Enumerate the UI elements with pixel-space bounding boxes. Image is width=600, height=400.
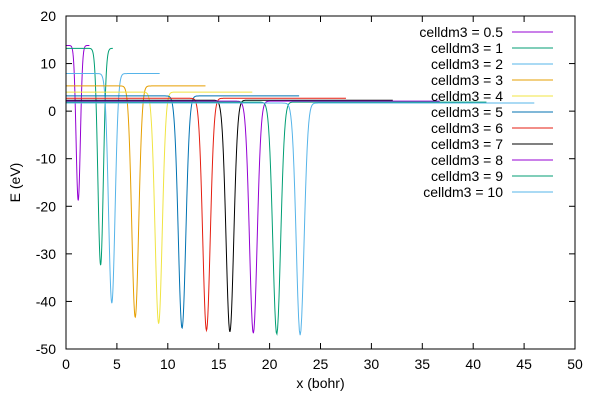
x-tick-label: 45 — [516, 356, 532, 372]
y-tick-label: -40 — [36, 293, 56, 309]
series-line-7 — [66, 97, 346, 333]
x-tick-label: 25 — [313, 356, 329, 372]
x-tick-label: 0 — [62, 356, 70, 372]
series-line-10 — [66, 101, 487, 336]
series-line-9 — [66, 100, 440, 334]
series-curves — [66, 44, 535, 336]
y-tick-label: 20 — [40, 8, 56, 24]
legend-label: celldm3 = 0.5 — [419, 24, 503, 40]
legend-label: celldm3 = 7 — [431, 136, 503, 152]
series-line-3 — [66, 73, 160, 304]
legend-label: celldm3 = 6 — [431, 120, 503, 136]
x-axis-title: x (bohr) — [296, 375, 344, 391]
y-tick-label: 10 — [40, 56, 56, 72]
y-axis-ticks: -50 -40 -30 -20 -10 0 10 20 — [36, 8, 575, 357]
legend-label: celldm3 = 2 — [431, 56, 503, 72]
legend-label: celldm3 = 10 — [423, 184, 503, 200]
legend-label: celldm3 = 5 — [431, 104, 503, 120]
x-tick-label: 40 — [465, 356, 481, 372]
x-tick-label: 50 — [567, 356, 583, 372]
y-tick-label: 0 — [48, 103, 56, 119]
y-tick-label: -30 — [36, 246, 56, 262]
series-line-6 — [66, 95, 300, 330]
x-tick-label: 35 — [415, 356, 431, 372]
legend-label: celldm3 = 9 — [431, 168, 503, 184]
legend-label: celldm3 = 3 — [431, 72, 503, 88]
x-tick-label: 30 — [364, 356, 380, 372]
x-tick-label: 10 — [160, 356, 176, 372]
y-tick-label: -10 — [36, 151, 56, 167]
series-line-4 — [66, 85, 206, 319]
y-tick-label: -50 — [36, 341, 56, 357]
series-line-8 — [66, 99, 393, 332]
series-line-11 — [66, 102, 535, 336]
y-axis-title: E (eV) — [7, 163, 23, 203]
series-line-1 — [66, 44, 90, 201]
x-axis-ticks: 0 5 10 15 20 25 30 35 40 45 50 — [62, 16, 583, 372]
x-tick-label: 5 — [113, 356, 121, 372]
legend-label: celldm3 = 1 — [431, 40, 503, 56]
y-tick-label: -20 — [36, 198, 56, 214]
series-line-5 — [66, 91, 253, 325]
legend-label: celldm3 = 8 — [431, 152, 503, 168]
x-tick-label: 20 — [262, 356, 278, 372]
series-line-2 — [66, 47, 113, 266]
legend-label: celldm3 = 4 — [431, 88, 503, 104]
x-tick-label: 15 — [211, 356, 227, 372]
